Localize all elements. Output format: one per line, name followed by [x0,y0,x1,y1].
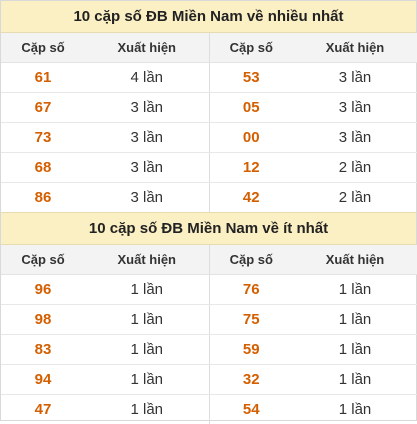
table-header-row: Cặp số Xuất hiện Cặp số Xuất hiện [1,33,417,63]
pair-number: 61 [1,63,85,93]
column-header-count: Xuất hiện [293,245,417,275]
most-frequent-title: 10 cặp số ĐB Miền Nam về nhiều nhất [1,1,416,33]
occurrence-count: 2 lần [293,183,417,213]
least-frequent-table: Cặp số Xuất hiện Cặp số Xuất hiện 96 1 l… [1,245,417,424]
pair-number: 86 [1,183,85,213]
occurrence-count: 3 lần [293,123,417,153]
occurrence-count: 1 lần [85,365,209,395]
occurrence-count: 1 lần [293,275,417,305]
table-row: 96 1 lần 76 1 lần [1,275,417,305]
pair-number: 53 [209,63,293,93]
column-header-pair: Cặp số [1,245,85,275]
table-row: 86 3 lần 42 2 lần [1,183,417,213]
occurrence-count: 4 lần [85,63,209,93]
table-row: 73 3 lần 00 3 lần [1,123,417,153]
pair-number: 32 [209,365,293,395]
table-row: 67 3 lần 05 3 lần [1,93,417,123]
occurrence-count: 3 lần [85,183,209,213]
column-header-pair: Cặp số [1,33,85,63]
occurrence-count: 3 lần [85,123,209,153]
column-header-count: Xuất hiện [293,33,417,63]
occurrence-count: 1 lần [293,365,417,395]
table-header-row: Cặp số Xuất hiện Cặp số Xuất hiện [1,245,417,275]
pair-number: 00 [209,123,293,153]
pair-number: 68 [1,153,85,183]
occurrence-count: 1 lần [293,335,417,365]
table-row: 98 1 lần 75 1 lần [1,305,417,335]
occurrence-count: 1 lần [85,275,209,305]
pair-number: 67 [1,93,85,123]
pair-number: 12 [209,153,293,183]
pair-number: 54 [209,395,293,424]
occurrence-count: 1 lần [85,305,209,335]
table-row: 68 3 lần 12 2 lần [1,153,417,183]
table-row: 94 1 lần 32 1 lần [1,365,417,395]
table-row: 61 4 lần 53 3 lần [1,63,417,93]
pair-number: 94 [1,365,85,395]
occurrence-count: 3 lần [293,93,417,123]
most-frequent-table: Cặp số Xuất hiện Cặp số Xuất hiện 61 4 l… [1,33,417,212]
pair-number: 96 [1,275,85,305]
pair-number: 73 [1,123,85,153]
column-header-count: Xuất hiện [85,245,209,275]
pair-number: 05 [209,93,293,123]
pair-number: 47 [1,395,85,424]
occurrence-count: 1 lần [293,305,417,335]
table-row: 47 1 lần 54 1 lần [1,395,417,424]
occurrence-count: 1 lần [85,395,209,424]
pair-number: 59 [209,335,293,365]
column-header-pair: Cặp số [209,33,293,63]
column-header-pair: Cặp số [209,245,293,275]
occurrence-count: 3 lần [85,153,209,183]
occurrence-count: 1 lần [293,395,417,424]
column-header-count: Xuất hiện [85,33,209,63]
occurrence-count: 1 lần [85,335,209,365]
pair-number: 75 [209,305,293,335]
occurrence-count: 3 lần [85,93,209,123]
least-frequent-title: 10 cặp số ĐB Miền Nam về ít nhất [1,212,416,245]
pair-number: 76 [209,275,293,305]
pair-number: 42 [209,183,293,213]
occurrence-count: 2 lần [293,153,417,183]
pair-number: 83 [1,335,85,365]
table-row: 83 1 lần 59 1 lần [1,335,417,365]
pair-number: 98 [1,305,85,335]
occurrence-count: 3 lần [293,63,417,93]
